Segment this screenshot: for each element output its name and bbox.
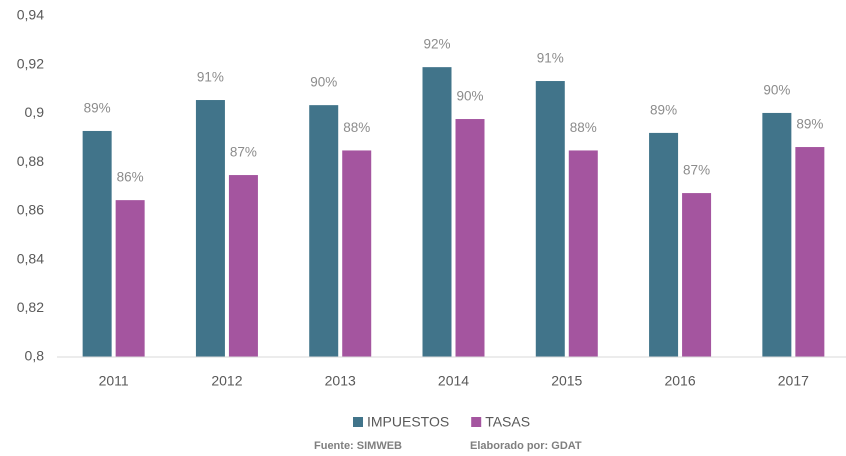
- x-tick-label: 2016: [664, 373, 695, 389]
- bar: [309, 105, 339, 357]
- note: Fuente: SIMWEB: [314, 440, 402, 452]
- bar: [115, 200, 145, 357]
- y-tick-label: 0,8: [25, 348, 45, 364]
- y-tick-label: 0,88: [17, 153, 44, 169]
- x-tick-label: 2013: [325, 373, 356, 389]
- value-label: 86%: [117, 170, 144, 185]
- y-tick-label: 0,92: [17, 55, 44, 71]
- x-tick-label: 2012: [211, 373, 242, 389]
- value-label: 88%: [343, 120, 370, 135]
- bar: [422, 67, 452, 358]
- y-tick-label: 0,94: [17, 7, 44, 23]
- bar: [228, 175, 258, 357]
- y-tick-label: 0,9: [25, 104, 45, 120]
- bar: [682, 193, 712, 357]
- bar: [195, 100, 225, 358]
- bar: [762, 112, 792, 357]
- legend-swatch: [471, 417, 482, 427]
- y-tick-label: 0,84: [17, 250, 44, 266]
- legend-label: IMPUESTOS: [367, 414, 449, 430]
- note: Elaborado por: GDAT: [470, 440, 582, 452]
- x-tick-label: 2014: [438, 373, 469, 389]
- bar: [535, 81, 565, 357]
- value-label: 92%: [423, 37, 450, 52]
- value-label: 90%: [763, 83, 790, 98]
- legend-swatch: [353, 417, 363, 427]
- value-label: 88%: [570, 120, 597, 135]
- legend-label: TASAS: [485, 414, 530, 430]
- value-label: 87%: [230, 145, 257, 160]
- value-label: 89%: [84, 101, 111, 116]
- bar: [649, 132, 679, 357]
- bar: [568, 150, 598, 357]
- bar: [795, 147, 825, 357]
- bar: [455, 119, 485, 357]
- y-tick-label: 0,86: [17, 202, 44, 218]
- value-label: 90%: [456, 89, 483, 104]
- y-tick-label: 0,82: [17, 299, 44, 315]
- value-label: 91%: [537, 51, 564, 66]
- x-tick-label: 2011: [99, 373, 129, 389]
- value-label: 87%: [683, 163, 710, 178]
- x-tick-label: 2015: [551, 373, 582, 389]
- bar: [82, 130, 112, 357]
- x-tick-label: 2017: [778, 373, 809, 389]
- bar: [342, 150, 372, 357]
- value-label: 89%: [650, 102, 677, 117]
- value-label: 89%: [796, 117, 823, 132]
- value-label: 90%: [310, 75, 337, 90]
- value-label: 91%: [197, 70, 224, 85]
